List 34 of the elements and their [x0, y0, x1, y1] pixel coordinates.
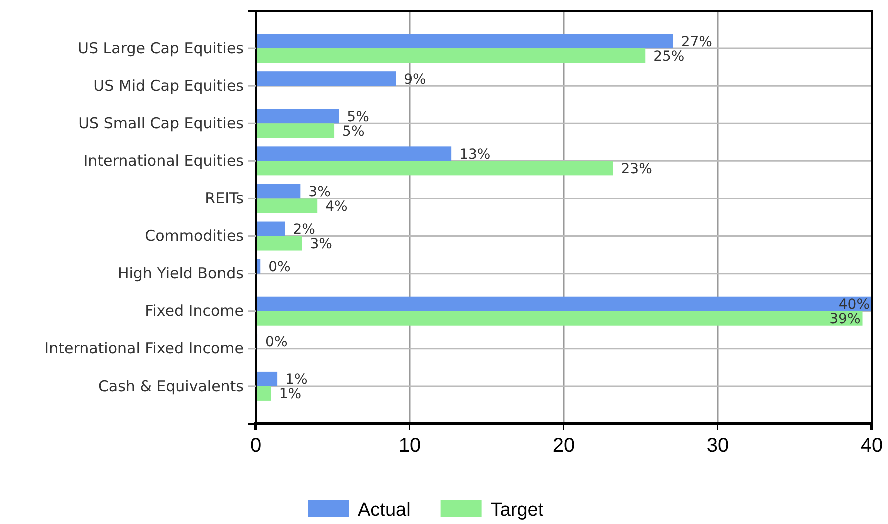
- y-tick-label: High Yield Bonds: [118, 264, 244, 283]
- data-label: 3%: [308, 184, 331, 200]
- y-tick-label: US Mid Cap Equities: [94, 76, 244, 95]
- data-label: 1%: [279, 386, 302, 403]
- data-label: 1%: [286, 372, 308, 388]
- data-label: 27%: [681, 34, 712, 50]
- data-label: 5%: [347, 109, 370, 126]
- y-tick-label: US Large Cap Equities: [78, 39, 244, 58]
- legend-label: Actual: [358, 500, 411, 521]
- y-tick-label: Cash & Equivalents: [98, 377, 244, 396]
- data-label: 0%: [268, 260, 291, 276]
- data-label: 23%: [621, 161, 652, 178]
- data-label: 9%: [404, 72, 426, 88]
- data-label: 25%: [654, 48, 685, 65]
- data-label: 3%: [310, 236, 332, 253]
- y-tick-label: International Equities: [84, 152, 244, 170]
- data-label: 40%: [838, 297, 870, 314]
- y-tick-label: US Small Cap Equities: [78, 114, 244, 132]
- x-tick-label: 10: [398, 435, 422, 458]
- legend-label: Target: [490, 500, 544, 521]
- y-tick-label: Fixed Income: [145, 302, 244, 320]
- y-tick-label: REITs: [205, 190, 244, 208]
- x-tick-label: 20: [552, 435, 576, 458]
- data-label: 0%: [266, 334, 288, 351]
- x-tick-label: 40: [860, 435, 884, 458]
- x-tick-label: 0: [250, 435, 262, 458]
- x-tick-label: 30: [706, 435, 730, 458]
- data-label: 13%: [460, 146, 491, 163]
- data-label: 4%: [326, 198, 348, 215]
- data-label: 39%: [830, 312, 861, 328]
- y-tick-label: Commodities: [145, 227, 244, 246]
- y-tick-label: International Fixed Income: [44, 340, 244, 358]
- data-label: 5%: [342, 124, 365, 140]
- data-label: 2%: [293, 222, 316, 238]
